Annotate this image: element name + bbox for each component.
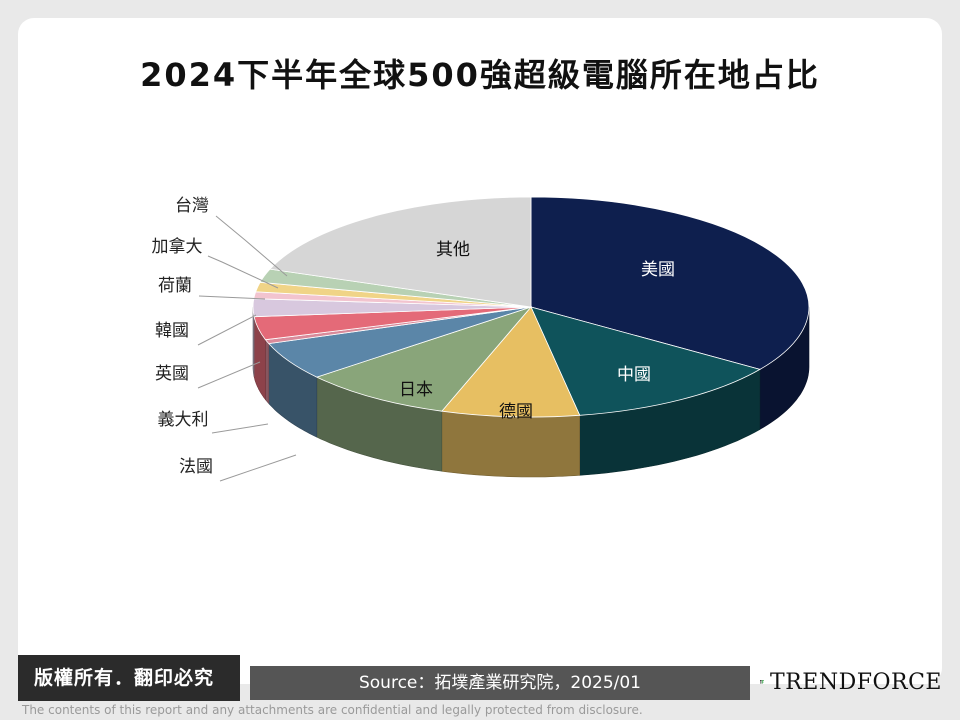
leader-line-9 <box>207 255 279 289</box>
slice-side-5 <box>265 339 270 404</box>
slice-label-3: 日本 <box>399 380 433 400</box>
slice-label-2: 德國 <box>499 402 533 422</box>
slice-label-8: 台灣 <box>175 196 209 216</box>
slice-label-6: 英國 <box>155 364 189 384</box>
leader-line-5 <box>211 423 269 434</box>
leader-line-6 <box>197 361 261 389</box>
slice-label-5: 義大利 <box>158 410 209 430</box>
chart-title: 2024下半年全球500強超級電腦所在地占比 <box>140 56 820 94</box>
leader-line-10 <box>198 295 266 300</box>
slice-label-9: 加拿大 <box>152 236 203 257</box>
slice-1 <box>530 306 761 416</box>
source-note: Source：拓墣產業研究院，2025/01 <box>250 666 750 700</box>
slice-label-10: 荷蘭 <box>158 276 192 296</box>
slice-label-1: 中國 <box>617 365 651 385</box>
leader-line-7 <box>197 314 257 346</box>
slice-2 <box>441 306 581 418</box>
slice-label-11: 其他 <box>436 240 470 260</box>
slice-label-7: 韓國 <box>155 321 189 341</box>
slice-label-4: 法國 <box>179 457 213 477</box>
leader-line-8 <box>215 215 288 277</box>
slice-3 <box>315 306 533 412</box>
leader-line-4 <box>219 454 297 482</box>
slice-0 <box>530 196 810 370</box>
slice-11 <box>269 196 532 308</box>
slice-label-0: 美國 <box>641 260 675 280</box>
logo-wordmark: TRENDFORCE <box>770 669 942 695</box>
disclaimer-text: The contents of this report and any atta… <box>22 703 643 717</box>
copyright-notice: 版權所有．翻印必究 <box>18 655 240 701</box>
trendforce-mark-icon <box>760 680 765 684</box>
trendforce-logo: TRENDFORCE <box>760 660 942 704</box>
